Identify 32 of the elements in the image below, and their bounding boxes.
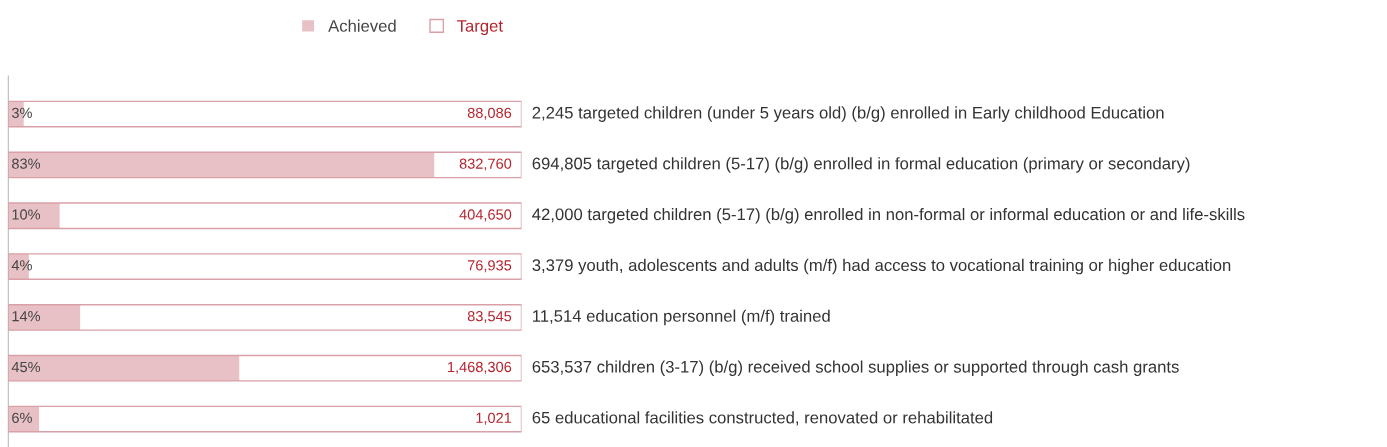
y-tick-label: 2,245 targeted children (under 5 years old) (b/g) enrolled in Early childhood Education [532,106,1164,122]
y-tick-label: 42,000 targeted children (5-17) (b/g) enrolled in non-formal or informal education or and life-skills [532,207,1245,224]
y-tick-label: 65 educational facilities constructed, renovated or rehabilitated [532,411,993,426]
annotation: 88,086 [467,107,512,120]
annotation: 76,935 [467,260,512,273]
data-label: 10% [12,209,41,220]
data-label: 3% [11,107,32,119]
annotation: 1,021 [476,412,512,425]
bar [8,253,522,280]
data-label: 6% [12,412,32,423]
data-label: 83% [12,158,41,169]
y-tick-label: 11,514 education personnel (m/f) trained [533,309,830,326]
bar [8,152,435,178]
data-label: 45% [11,361,41,373]
annotation: 83,545 [467,310,512,324]
annotation: 832,760 [459,158,512,171]
annotation: 1,468,306 [448,361,512,374]
bar [8,202,522,230]
data-label: 4% [11,260,32,271]
bar [8,354,522,382]
annotation: 404,650 [459,209,512,222]
data-label: 14% [12,311,41,322]
bar [8,405,522,433]
bar [8,355,240,381]
y-tick-label: 653,537 children (3-17) (b/g) received school supplies or supported through cash grants [532,360,1179,376]
bar [8,100,522,128]
bar [8,303,522,331]
legend-label: Target [457,20,503,36]
y-tick-label: 694,805 targeted children (5-17) (b/g) enrolled in formal education (primary or secondary) [532,157,1190,173]
bar [8,151,522,179]
legend-label: Achieved [328,19,396,32]
y-tick-label: 3,379 youth, adolescents and adults (m/f) had access to vocational training or higher education [532,258,1231,275]
